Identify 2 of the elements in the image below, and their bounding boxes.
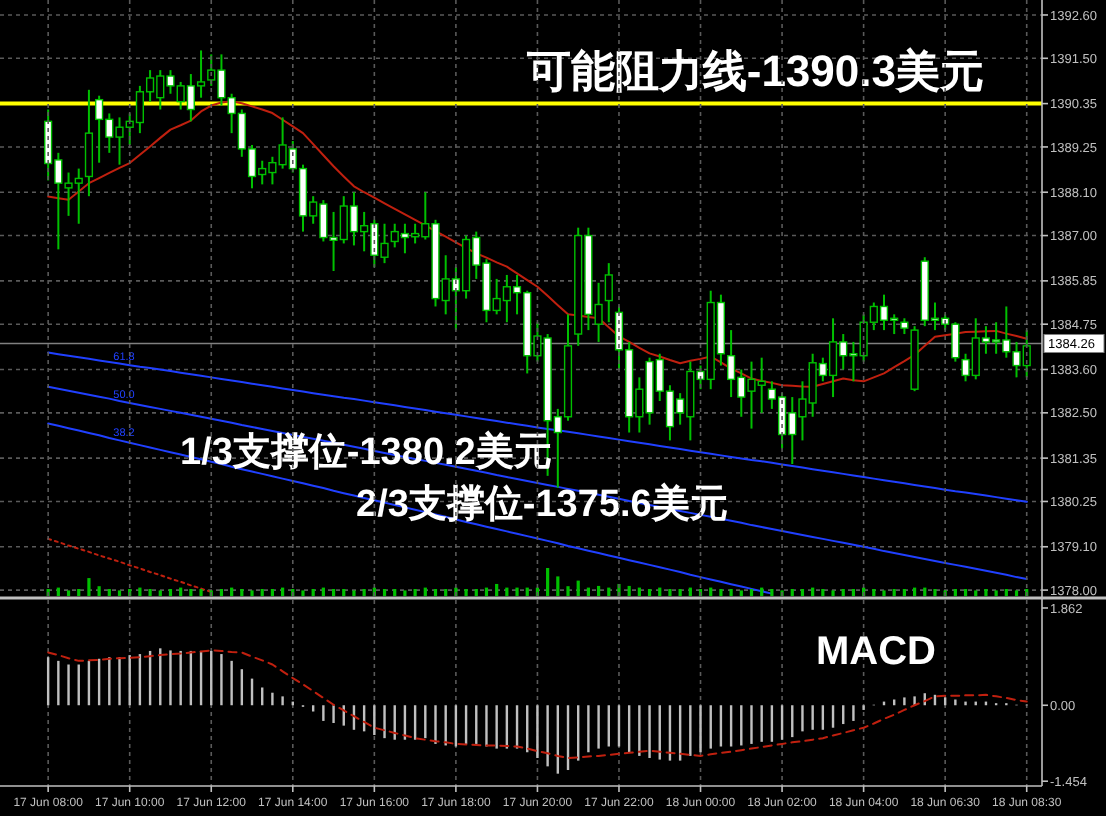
ref-line-label: 可能阻力线-1390.3美元 <box>524 45 984 96</box>
text: MACD <box>816 630 936 674</box>
